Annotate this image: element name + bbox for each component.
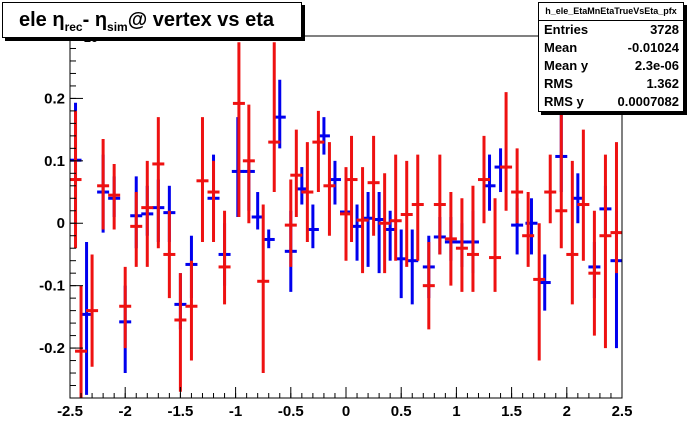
- x-tick-label: 1.5: [501, 403, 522, 420]
- x-tick-label: 0.5: [391, 403, 412, 420]
- stats-value: 3728: [650, 22, 679, 37]
- stats-value: 0.0007082: [617, 94, 679, 109]
- x-tick-label: -2: [119, 403, 132, 420]
- series-red: [69, 42, 623, 398]
- stats-value: -0.01024: [627, 40, 679, 55]
- title-main: ele η: [19, 8, 65, 31]
- y-tick-label: -0.2: [39, 340, 65, 357]
- plot-marks: [69, 42, 623, 398]
- y-tick-label: 0: [57, 215, 65, 232]
- title-subscript-sim: sim: [107, 20, 128, 34]
- x-tick-label: 2: [563, 403, 571, 420]
- x-tick-label: 2.5: [612, 403, 633, 420]
- x-tick-label: -1: [229, 403, 242, 420]
- y-tick-label: -0.1: [39, 278, 65, 295]
- y-tick-label: 0.2: [44, 90, 65, 107]
- x-tick-label: 1: [452, 403, 460, 420]
- statistics-box: h_ele_EtaMnEtaTrueVsEta_pfx Entries 3728…: [538, 2, 684, 112]
- stats-row-rms: RMS 1.362: [539, 75, 683, 93]
- stats-row-entries: Entries 3728: [539, 21, 683, 39]
- stats-row-mean: Mean -0.01024: [539, 39, 683, 57]
- title-mid: - η: [82, 8, 108, 31]
- x-tick-label: -0.5: [278, 403, 304, 420]
- stats-value: 1.362: [646, 76, 679, 91]
- stats-label: Entries: [544, 22, 589, 37]
- stats-label: RMS y: [544, 94, 584, 109]
- stats-label: Mean: [544, 40, 578, 55]
- title-tail: @ vertex vs eta: [127, 8, 274, 31]
- stats-row-mean-y: Mean y 2.3e-06: [539, 57, 683, 75]
- x-tick-label: 0: [342, 403, 350, 420]
- title-subscript-rec: rec: [64, 20, 83, 34]
- histogram-name: h_ele_EtaMnEtaTrueVsEta_pfx: [539, 3, 683, 21]
- stats-row-rms-y: RMS y 0.0007082: [539, 93, 683, 111]
- x-tick-label: -1.5: [167, 403, 193, 420]
- stats-label: RMS: [544, 76, 573, 91]
- stats-label: Mean y: [544, 58, 589, 73]
- plot-title: ele η rec - η sim @ vertex vs eta: [2, 2, 302, 38]
- y-tick-label: 0.1: [44, 153, 65, 170]
- stats-value: 2.3e-06: [634, 58, 679, 73]
- x-tick-label: -2.5: [57, 403, 83, 420]
